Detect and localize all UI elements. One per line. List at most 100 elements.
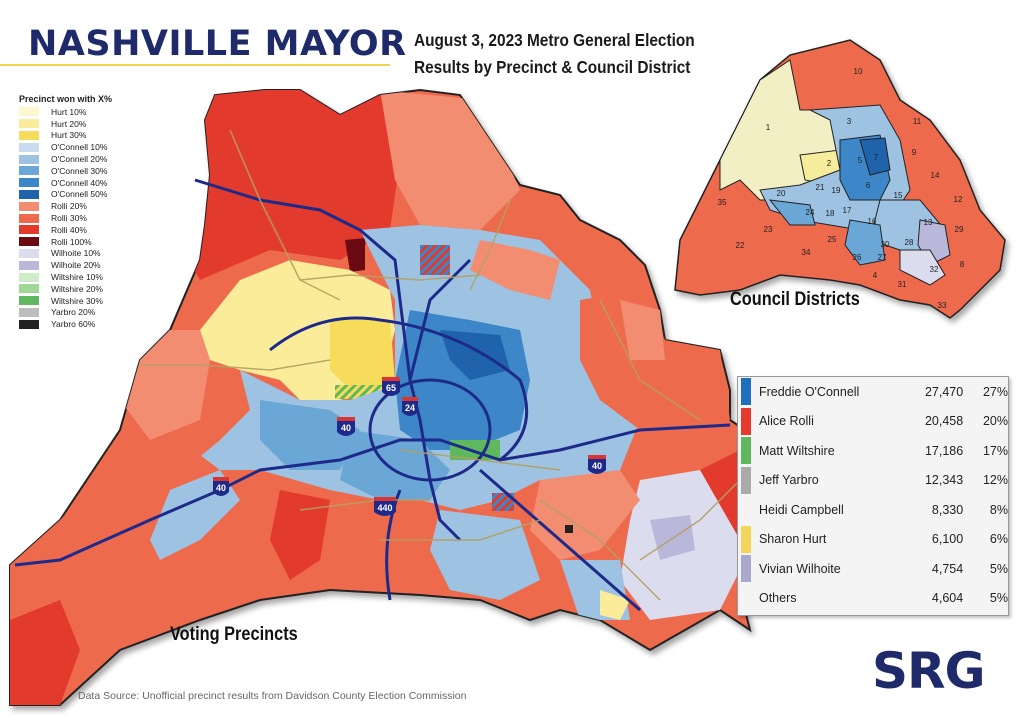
candidate-name: Alice Rolli [758, 414, 814, 429]
svg-text:4: 4 [873, 271, 878, 280]
result-row: Jeff Yarbro 12,343 12% [738, 466, 1008, 496]
page-title: NASHVILLE MAYOR [28, 24, 407, 64]
legend-swatch [19, 130, 39, 140]
legend-item: Wiltshire 30% [19, 295, 112, 307]
legend-label: Hurt 30% [51, 130, 87, 141]
legend-swatch [19, 119, 39, 129]
svg-text:23: 23 [764, 225, 773, 234]
voting-precincts-label: Voting Precincts [170, 624, 298, 645]
candidate-color-swatch [741, 378, 751, 406]
candidate-color-swatch [741, 525, 751, 553]
legend-title: Precinct won with X% [19, 94, 113, 104]
svg-text:17: 17 [843, 206, 852, 215]
vote-count: 4,754 [931, 561, 964, 576]
vote-percent: 20% [982, 414, 1008, 429]
candidate-color-swatch [741, 466, 751, 494]
svg-text:14: 14 [931, 171, 940, 180]
svg-text:440: 440 [377, 503, 392, 513]
i65-shield-icon: 65 [382, 377, 400, 396]
candidate-name: Matt Wiltshire [758, 443, 835, 458]
svg-text:22: 22 [736, 241, 745, 250]
result-row: Vivian Wilhoite 4,754 5% [738, 554, 1008, 584]
subtitle-line-2: Results by Precinct & Council District [414, 57, 691, 77]
legend-label: Wiltshire 20% [51, 283, 103, 294]
result-row: Sharon Hurt 6,100 6% [738, 525, 1008, 555]
svg-text:7: 7 [874, 153, 879, 162]
legend-list: Hurt 10% Hurt 20% Hurt 30% O'Connell 10% O'C… [19, 106, 112, 330]
svg-text:35: 35 [718, 198, 727, 207]
svg-text:8: 8 [960, 260, 965, 269]
svg-text:33: 33 [938, 301, 947, 310]
legend-label: O'Connell 30% [51, 165, 108, 176]
legend-item: Rolli 100% [19, 236, 112, 248]
vote-count: 6,100 [931, 532, 964, 547]
i40-shield-icon: 40 [337, 417, 355, 436]
svg-text:12: 12 [954, 195, 963, 204]
vote-percent: 5% [989, 591, 1008, 606]
legend-label: Rolli 100% [51, 236, 92, 247]
legend-item: Wilhoite 20% [19, 259, 112, 271]
svg-text:11: 11 [913, 117, 922, 126]
legend-item: Hurt 30% [19, 130, 112, 142]
legend-swatch [19, 142, 39, 152]
legend-item: Wilhoite 10% [19, 248, 112, 260]
svg-text:16: 16 [868, 217, 877, 226]
svg-text:13: 13 [924, 218, 933, 227]
legend-item: Yarbro 60% [19, 318, 112, 330]
legend-item: Rolli 30% [19, 212, 112, 224]
svg-text:6: 6 [866, 181, 871, 190]
subtitle: August 3, 2023 Metro General Election Re… [414, 27, 695, 81]
vote-count: 8,330 [931, 502, 964, 517]
candidate-name: Freddie O'Connell [758, 384, 860, 399]
legend-label: Rolli 40% [51, 224, 87, 235]
legend-label: Hurt 20% [51, 118, 87, 129]
vote-count: 4,604 [931, 591, 964, 606]
svg-text:40: 40 [592, 461, 602, 471]
svg-text:15: 15 [894, 191, 903, 200]
vote-count: 12,343 [924, 473, 964, 488]
candidate-color-swatch [741, 496, 751, 523]
title-underline [0, 64, 390, 66]
svg-text:25: 25 [828, 235, 837, 244]
legend-label: O'Connell 10% [51, 142, 108, 153]
legend-label: O'Connell 50% [51, 189, 108, 200]
candidate-name: Others [758, 591, 797, 606]
legend-swatch [19, 213, 39, 223]
legend-label: Hurt 10% [51, 106, 87, 117]
legend-label: O'Connell 40% [51, 177, 108, 188]
vote-percent: 5% [989, 561, 1008, 576]
candidate-color-swatch [741, 437, 751, 465]
results-list: Freddie O'Connell 27,470 27% Alice Rolli 20,… [738, 377, 1008, 613]
legend-swatch [19, 178, 39, 188]
svg-text:5: 5 [858, 156, 863, 165]
legend-swatch [19, 166, 39, 176]
svg-text:24: 24 [806, 208, 815, 217]
svg-text:21: 21 [816, 183, 825, 192]
legend-label: Wiltshire 30% [51, 295, 103, 306]
candidate-color-swatch [741, 407, 751, 435]
legend-swatch [19, 189, 39, 199]
svg-text:31: 31 [898, 280, 907, 289]
legend-swatch [19, 225, 39, 235]
svg-text:28: 28 [905, 238, 914, 247]
data-source-note: Data Source: Unofficial precinct results… [78, 690, 467, 702]
legend-swatch [19, 284, 39, 294]
candidate-color-swatch [741, 585, 751, 612]
result-row: Matt Wiltshire 17,186 17% [738, 436, 1008, 466]
legend-item: Wiltshire 20% [19, 283, 112, 295]
legend-swatch [19, 307, 39, 317]
vote-percent: 17% [982, 443, 1008, 458]
legend-item: O'Connell 50% [19, 189, 112, 201]
svg-text:24: 24 [405, 403, 415, 413]
legend-item: Hurt 10% [19, 106, 112, 118]
legend-label: Rolli 20% [51, 201, 87, 212]
legend-label: O'Connell 20% [51, 154, 108, 165]
candidate-name: Vivian Wilhoite [758, 561, 841, 576]
legend-label: Yarbro 20% [51, 307, 96, 318]
legend-item: O'Connell 20% [19, 153, 112, 165]
legend-label: Yarbro 60% [51, 319, 96, 330]
srg-logo: SRG [872, 642, 986, 700]
council-district-fills [719, 59, 951, 286]
legend-swatch [19, 154, 39, 164]
